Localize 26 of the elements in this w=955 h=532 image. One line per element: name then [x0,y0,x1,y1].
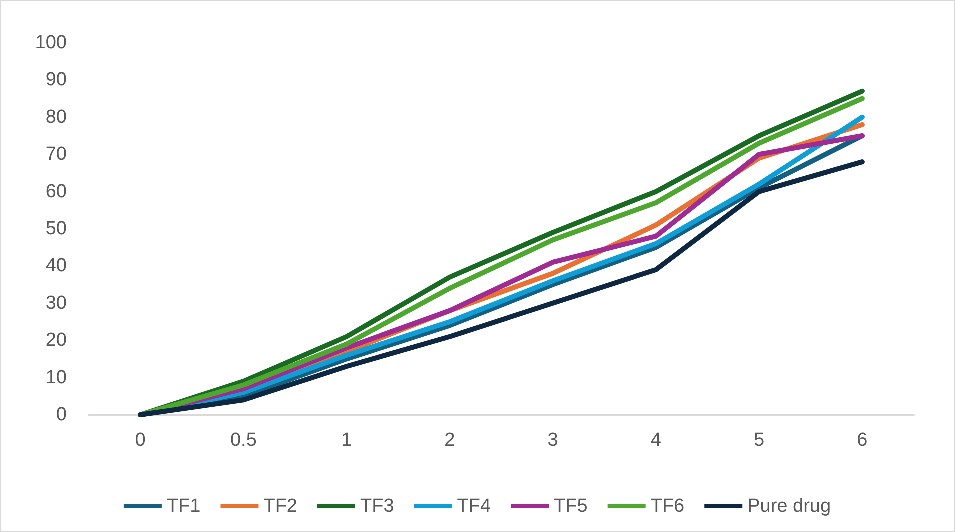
x-tick-label: 6 [857,430,868,451]
legend-label: TF5 [554,496,588,517]
x-tick-label: 4 [650,430,662,451]
y-tick-label: 100 [35,32,67,54]
y-tick-label: 40 [46,256,67,277]
y-tick-label: 80 [46,106,67,128]
y-tick-label: 0 [56,404,67,426]
y-tick-label: 30 [46,292,67,314]
y-tick-label: 10 [46,367,67,388]
legend-label: TF6 [650,496,685,517]
x-tick-label: 0.5 [230,430,257,451]
legend-label: TF2 [264,496,298,517]
y-tick-label: 70 [46,144,67,166]
x-tick-label: 3 [548,430,558,451]
legend-label: Pure drug [748,496,832,517]
legend-label: TF1 [166,496,201,517]
x-tick-label: 0 [135,430,146,451]
x-tick-label: 2 [444,430,456,451]
y-tick-label: 90 [46,70,67,91]
x-tick-label: 1 [342,430,352,451]
y-tick-label: 50 [46,218,67,240]
y-tick-label: 20 [46,330,67,352]
legend-label: TF4 [457,496,492,517]
x-tick-label: 5 [754,430,765,451]
legend-label: TF3 [360,496,394,517]
y-tick-label: 60 [46,181,67,202]
